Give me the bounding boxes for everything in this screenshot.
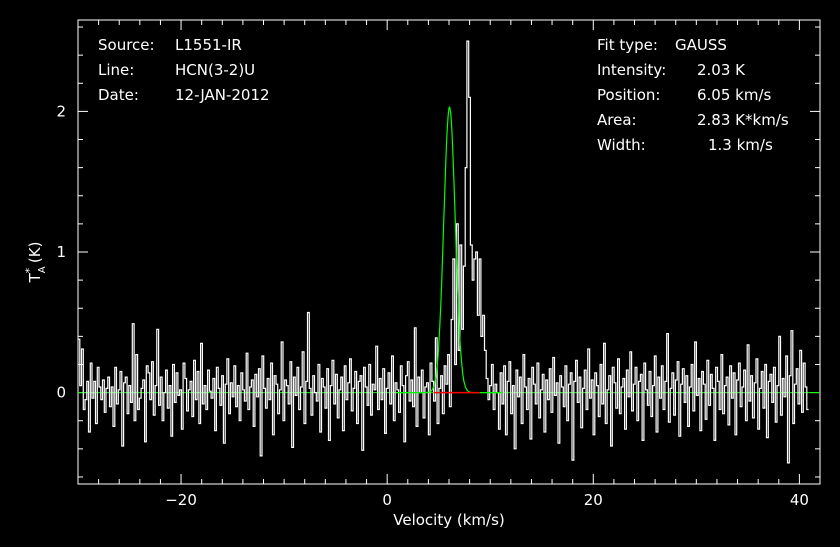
x-tick-label: −20 <box>165 491 197 509</box>
position-value: 6.05 km/s <box>697 86 772 104</box>
spectrum-series <box>78 40 809 464</box>
position-label: Position: <box>597 86 661 104</box>
date-value: 12-JAN-2012 <box>175 86 270 104</box>
intensity-label: Intensity: <box>597 61 667 79</box>
source-label: Source: <box>98 36 155 54</box>
x-tick-label: 0 <box>382 491 392 509</box>
width-value: 1.3 km/s <box>708 136 773 154</box>
x-tick-label: 20 <box>584 491 603 509</box>
intensity-value: 2.03 K <box>697 61 746 79</box>
y-tick-label: 2 <box>56 102 66 120</box>
width-label: Width: <box>597 136 646 154</box>
gaussian-fit-curve <box>395 105 503 394</box>
fit-type-label: Fit type: <box>597 36 658 54</box>
line-label: Line: <box>98 61 135 79</box>
fit-type-value: GAUSS <box>675 36 727 54</box>
y-axis-label: TA* (K) <box>23 242 48 284</box>
x-tick-label: 40 <box>790 491 809 509</box>
area-value: 2.83 K*km/s <box>697 111 789 129</box>
x-axis-label: Velocity (km/s) <box>393 511 504 529</box>
line-value: HCN(3-2)U <box>175 61 256 79</box>
y-tick-label: 1 <box>56 243 66 261</box>
date-label: Date: <box>98 86 139 104</box>
source-value: L1551-IR <box>175 36 242 54</box>
area-label: Area: <box>597 111 637 129</box>
y-tick-label: 0 <box>56 384 66 402</box>
